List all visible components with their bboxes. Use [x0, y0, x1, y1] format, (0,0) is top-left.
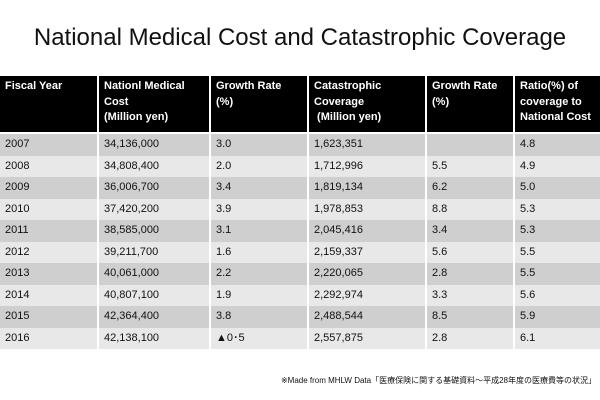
table-cell: 3.0: [209, 133, 308, 156]
table-cell: 8.8: [425, 198, 514, 220]
table-cell: 5.0: [513, 177, 600, 199]
table-row: 2015 42,364,400 3.8 2,488,544 8.5 5.9: [0, 306, 600, 328]
column-header-line: coverage to: [520, 95, 582, 108]
table-cell: 37,420,200: [97, 198, 210, 220]
table-cell: 2011: [0, 220, 98, 242]
table-cell: 2.8: [425, 327, 514, 349]
table-row: 2010 37,420,200 3.9 1,978,853 8.8 5.3: [0, 198, 600, 220]
table-cell: 2008: [0, 155, 98, 177]
table-cell: 42,138,100: [97, 327, 210, 349]
table-cell: 5.5: [425, 155, 514, 177]
column-header-line: Cost: [104, 95, 129, 108]
table-row: 2014 40,807,100 1.9 2,292,974 3.3 5.6: [0, 284, 600, 306]
table-cell: 5.9: [513, 306, 600, 328]
table-cell: 1,819,134: [307, 177, 426, 199]
table-cell: 2,557,875: [307, 327, 426, 349]
column-header-line: Growth Rate: [216, 80, 282, 92]
column-header-line: (%): [432, 95, 450, 108]
table-cell: [425, 133, 514, 156]
table-row: 2013 40,061,000 2.2 2,220,065 2.8 5.5: [0, 263, 600, 285]
table-cell: 1,712,996: [307, 155, 426, 177]
column-header-line: National Cost: [520, 111, 591, 123]
column-header: Ratio(%) of coverage to National Cost: [513, 76, 600, 134]
table-cell: 4.9: [513, 155, 600, 177]
table-cell: 2.2: [209, 263, 308, 285]
table-cell: 5.6: [425, 241, 514, 263]
table-cell: 2,488,544: [307, 306, 426, 328]
table-cell: 1.9: [209, 284, 308, 306]
table-header-row: Fiscal Year Nationl Medical Cost (Million y…: [0, 76, 600, 134]
table-cell: 3.3: [425, 284, 514, 306]
column-header-line: (%): [216, 95, 234, 108]
table-cell: 3.8: [209, 306, 308, 328]
column-header: Catastrophic Coverage (Million yen): [307, 76, 426, 134]
table-row: 2016 42,138,100 ▲0･5 2,557,875 2.8 6.1: [0, 327, 600, 349]
table-cell: 8.5: [425, 306, 514, 328]
column-header: Fiscal Year: [0, 76, 98, 134]
table-cell: 38,585,000: [97, 220, 210, 242]
table-cell: 34,808,400: [97, 155, 210, 177]
table-cell: 5.3: [513, 198, 600, 220]
source-note: ※Made from MHLW Data「医療保険に関する基礎資料～平成28年度…: [280, 376, 596, 385]
table-cell: 36,006,700: [97, 177, 210, 199]
table-row: 2012 39,211,700 1.6 2,159,337 5.6 5.5: [0, 241, 600, 263]
column-header-line: Nationl Medical: [104, 80, 185, 92]
table-cell: 34,136,000: [97, 133, 210, 156]
table-cell: 2.0: [209, 155, 308, 177]
table-cell: 2007: [0, 133, 98, 156]
table-cell: 2,045,416: [307, 220, 426, 242]
table-row: 2008 34,808,400 2.0 1,712,996 5.5 4.9: [0, 155, 600, 177]
table-cell: 39,211,700: [97, 241, 210, 263]
column-header-line: Growth Rate: [432, 80, 498, 92]
column-header: Growth Rate (%): [209, 76, 308, 134]
table-cell: 3.4: [209, 177, 308, 199]
column-header: Growth Rate (%): [425, 76, 514, 134]
table-cell: 2.8: [425, 263, 514, 285]
table-cell: ▲0･5: [209, 327, 308, 349]
table-cell: 42,364,400: [97, 306, 210, 328]
table-cell: 3.1: [209, 220, 308, 242]
table-cell: 2015: [0, 306, 98, 328]
table-cell: 5.3: [513, 220, 600, 242]
table-cell: 5.5: [513, 241, 600, 263]
column-header-line: Ratio(%) of: [520, 80, 579, 92]
table-cell: 1.6: [209, 241, 308, 263]
table-cell: 2009: [0, 177, 98, 199]
medical-cost-table: Fiscal Year Nationl Medical Cost (Million y…: [0, 76, 600, 349]
table-cell: 6.1: [513, 327, 600, 349]
table-cell: 3.9: [209, 198, 308, 220]
table-cell: 40,807,100: [97, 284, 210, 306]
table-cell: 2012: [0, 241, 98, 263]
table-cell: 5.5: [513, 263, 600, 285]
column-header-line: Catastrophic: [314, 80, 382, 92]
column-header-line: Fiscal Year: [5, 80, 63, 92]
table-cell: 40,061,000: [97, 263, 210, 285]
table-cell: 1,623,351: [307, 133, 426, 156]
column-header-line: (Million yen): [104, 111, 169, 123]
table-cell: 2,220,065: [307, 263, 426, 285]
table-cell: 2,292,974: [307, 284, 426, 306]
table-cell: 6.2: [425, 177, 514, 199]
table-cell: 2014: [0, 284, 98, 306]
table-cell: 5.6: [513, 284, 600, 306]
table-cell: 2016: [0, 327, 98, 349]
table-cell: 1,978,853: [307, 198, 426, 220]
column-header: Nationl Medical Cost (Million yen): [97, 76, 210, 134]
table-cell: 4.8: [513, 133, 600, 156]
table-row: 2011 38,585,000 3.1 2,045,416 3.4 5.3: [0, 220, 600, 242]
table-cell: 2,159,337: [307, 241, 426, 263]
table-cell: 2010: [0, 198, 98, 220]
table-cell: 2013: [0, 263, 98, 285]
table-row: 2007 34,136,000 3.0 1,623,351 4.8: [0, 133, 600, 156]
table-cell: 3.4: [425, 220, 514, 242]
table-row: 2009 36,006,700 3.4 1,819,134 6.2 5.0: [0, 177, 600, 199]
column-header-line: (Million yen): [314, 111, 382, 123]
column-header-line: Coverage: [314, 95, 365, 108]
slide-title: National Medical Cost and Catastrophic C…: [33, 24, 567, 51]
